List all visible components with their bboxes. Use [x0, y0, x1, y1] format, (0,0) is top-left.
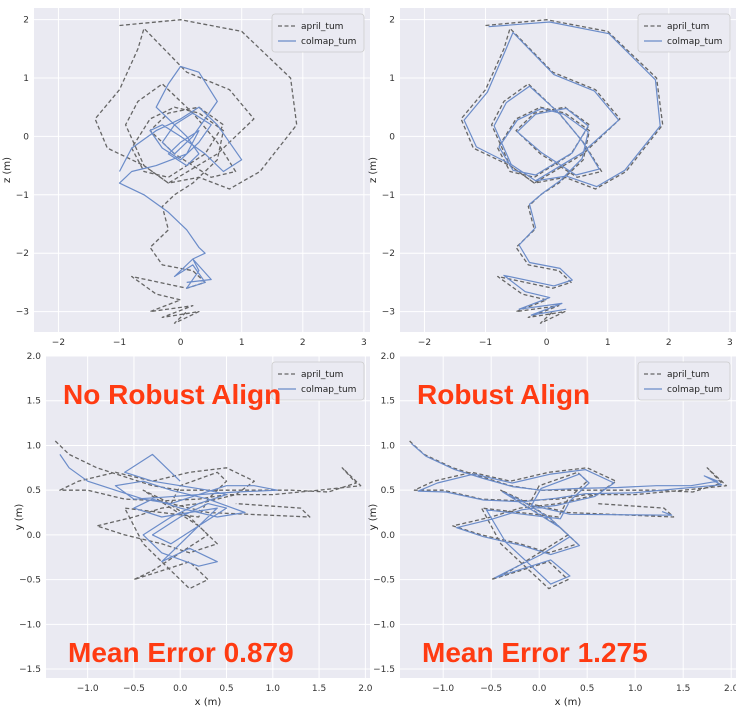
y-tick-label: 0	[389, 132, 395, 142]
overlay-annotations: Robust Align Mean Error 1.275	[417, 379, 648, 668]
x-tick-label: 2.0	[358, 684, 373, 694]
x-tick-label: 1	[605, 338, 611, 348]
y-tick-label: −3	[382, 308, 395, 318]
x-tick-label: 1.0	[266, 684, 281, 694]
x-tick-label: −1.0	[432, 684, 454, 694]
y-tick-label: 2	[23, 16, 29, 26]
legend-box	[637, 13, 731, 53]
y-tick-label: 0.5	[27, 486, 41, 496]
series-layer	[54, 440, 362, 590]
x-tick-label: 1.5	[676, 684, 690, 694]
y-tick-label: 1	[23, 74, 29, 84]
x-tick-label: 0	[544, 338, 550, 348]
x-tick-label: 0	[178, 338, 184, 348]
y-axis-label: y (m)	[368, 504, 379, 531]
overlay-annotations: No Robust Align Mean Error 0.879	[63, 379, 294, 668]
x-tick-label: 2	[666, 338, 672, 348]
x-tick-label: 1.0	[628, 684, 643, 694]
legend-box	[271, 361, 365, 401]
chart-panel-top-left: −2 −1 0 1 2 3 2 1 0 −1 −2 −3 z (m) april_tum colmap_tu…	[2, 8, 370, 348]
y-tick-label: 1.5	[381, 397, 395, 407]
x-tick-label: −2	[418, 338, 431, 348]
legend: april_tum colmap_tum	[271, 13, 365, 53]
y-tick-label: 0.0	[381, 531, 396, 541]
legend-box	[271, 13, 365, 53]
y-tick-label: −1	[382, 191, 395, 201]
y-tick-label: −2	[382, 249, 395, 259]
x-tick-label: −0.5	[480, 684, 502, 694]
overlay-error: Mean Error 1.275	[422, 637, 648, 668]
x-tick-label: 0.5	[580, 684, 594, 694]
legend-label-colmap: colmap_tum	[301, 37, 356, 47]
y-tick-label: −0.5	[373, 576, 395, 586]
legend-label-april: april_tum	[301, 370, 343, 380]
chart-panel-bottom-left: −1.0 −0.5 0.0 0.5 1.0 1.5 2.0 2.0 1.5 1.0 0.5 0.0 −0…	[14, 352, 373, 708]
y-axis-label: y (m)	[14, 504, 25, 531]
overlay-title: No Robust Align	[63, 379, 281, 410]
series-line-colmap_tum	[59, 453, 278, 567]
x-tick-label: 1.5	[312, 684, 326, 694]
legend-label-colmap: colmap_tum	[301, 385, 356, 395]
y-axis-label: z (m)	[2, 157, 13, 183]
y-tick-label: −3	[16, 308, 29, 318]
x-tick-label: 1	[239, 338, 245, 348]
y-tick-label: −1	[16, 191, 29, 201]
x-tick-label: −0.5	[123, 684, 145, 694]
legend-box	[637, 361, 731, 401]
series-line-colmap_tum	[463, 21, 661, 316]
legend-label-april: april_tum	[667, 370, 709, 380]
x-tick-label: 3	[361, 338, 367, 348]
y-tick-label: 2.0	[381, 352, 396, 362]
x-tick-label: −1	[479, 338, 492, 348]
legend: april_tum colmap_tum	[637, 361, 731, 401]
y-tick-label: 0.5	[381, 486, 395, 496]
series-line-april_tum	[54, 440, 362, 590]
y-tick-label: 0	[23, 132, 29, 142]
y-tick-label: 0.0	[27, 531, 42, 541]
series-layer	[460, 19, 664, 324]
x-tick-label: −1	[113, 338, 126, 348]
chart-panel-top-right: −2 −1 0 1 2 3 2 1 0 −1 −2 −3 z (m) april_tum colmap_tu…	[368, 8, 736, 348]
y-tick-label: 1.5	[27, 397, 41, 407]
y-tick-label: −0.5	[19, 576, 41, 586]
legend: april_tum colmap_tum	[637, 13, 731, 53]
y-tick-label: −2	[16, 249, 29, 259]
legend-label-colmap: colmap_tum	[667, 385, 722, 395]
chart-panel-bottom-right: −1.0 −0.5 0.0 0.5 1.0 1.5 2.0 2.0 1.5 1.0 0.5 0.0 −0…	[368, 352, 736, 708]
y-tick-label: −1.5	[373, 665, 395, 675]
y-tick-label: −1.0	[19, 620, 41, 630]
x-tick-label: 3	[727, 338, 733, 348]
x-tick-label: 0.0	[173, 684, 188, 694]
x-tick-label: 0.0	[532, 684, 547, 694]
y-tick-label: 2	[389, 16, 395, 26]
legend-label-colmap: colmap_tum	[667, 37, 722, 47]
series-layer	[94, 19, 298, 324]
series-layer	[409, 440, 728, 590]
x-tick-label: 2.0	[724, 684, 736, 694]
series-line-colmap_tum	[411, 443, 723, 585]
y-tick-label: 1.0	[381, 441, 396, 451]
y-tick-label: 2.0	[27, 352, 42, 362]
legend-label-april: april_tum	[667, 22, 709, 32]
x-tick-label: −2	[52, 338, 65, 348]
series-line-colmap_tum	[118, 65, 243, 289]
overlay-title: Robust Align	[417, 379, 590, 410]
y-tick-label: −1.0	[373, 620, 395, 630]
x-axis-label: x (m)	[195, 697, 222, 708]
x-tick-label: −1.0	[77, 684, 99, 694]
x-tick-label: 0.5	[219, 684, 233, 694]
y-tick-label: 1.0	[27, 441, 42, 451]
x-axis-label: x (m)	[555, 697, 582, 708]
legend-label-april: april_tum	[301, 22, 343, 32]
y-tick-label: −1.5	[19, 665, 41, 675]
legend: april_tum colmap_tum	[271, 361, 365, 401]
y-tick-label: 1	[389, 74, 395, 84]
overlay-error: Mean Error 0.879	[68, 637, 294, 668]
y-axis-label: z (m)	[368, 157, 379, 183]
x-tick-label: 2	[300, 338, 306, 348]
